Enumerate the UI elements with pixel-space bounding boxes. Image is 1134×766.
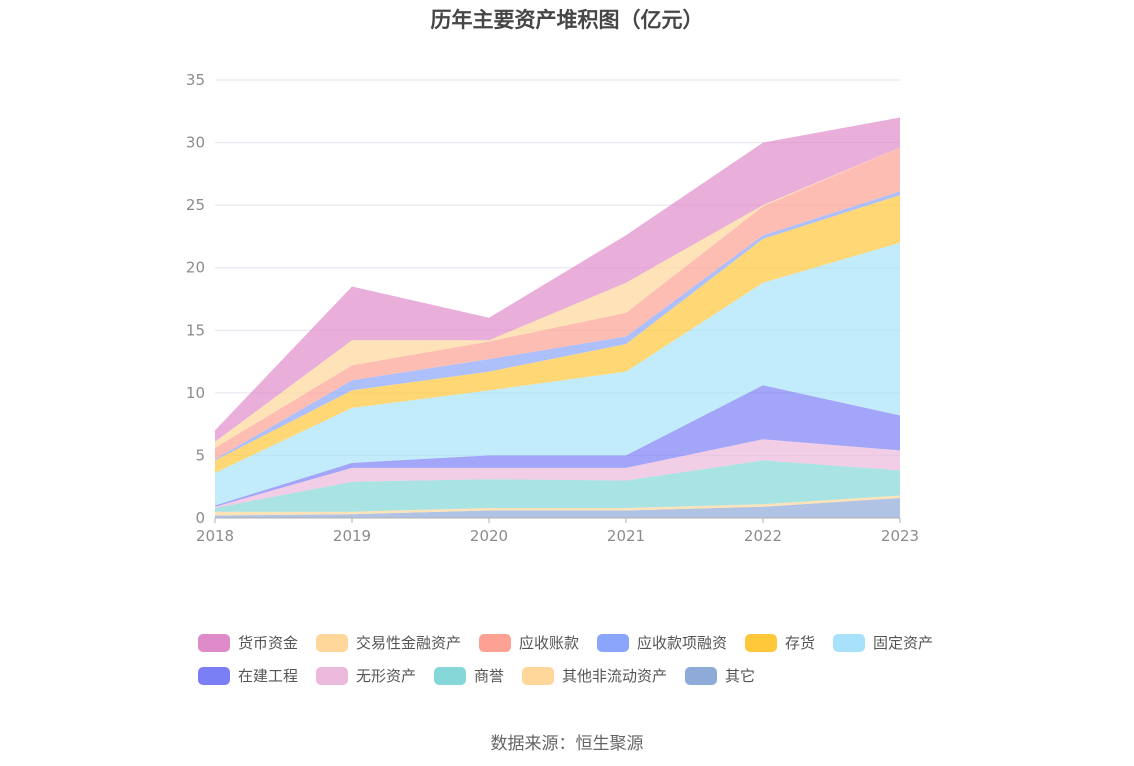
legend-swatch	[198, 634, 230, 652]
legend-label: 其它	[725, 667, 755, 685]
y-tick-label: 25	[186, 196, 205, 214]
area-series-1	[215, 495, 900, 516]
legend-swatch	[522, 667, 554, 685]
y-tick-label: 30	[186, 134, 205, 152]
legend-label: 其他非流动资产	[562, 667, 667, 685]
x-tick-label: 2019	[333, 527, 371, 545]
legend-label: 存货	[785, 634, 815, 652]
data-source-note: 数据来源：恒生聚源	[490, 734, 644, 754]
legend-swatch	[198, 667, 230, 685]
legend-label: 商誉	[474, 667, 504, 685]
y-tick-label: 5	[195, 446, 205, 464]
legend-label: 固定资产	[873, 634, 933, 652]
legend-swatch	[316, 667, 348, 685]
x-tick-label: 2022	[744, 527, 782, 545]
legend-label: 在建工程	[238, 667, 298, 685]
area-series-3	[215, 439, 900, 508]
legend-label: 无形资产	[356, 667, 416, 685]
x-tick-label: 2023	[881, 527, 919, 545]
area-series-8	[215, 147, 900, 460]
area-series-6	[215, 195, 900, 473]
x-tick-label: 2018	[196, 527, 234, 545]
legend-swatch	[745, 634, 777, 652]
legend-swatch	[316, 634, 348, 652]
y-tick-label: 0	[195, 509, 205, 527]
legend-swatch	[597, 634, 629, 652]
x-tick-label: 2021	[607, 527, 645, 545]
area-series-4	[215, 385, 900, 507]
legend-swatch	[833, 634, 865, 652]
chart-title: 历年主要资产堆积图（亿元）	[430, 8, 704, 32]
area-series-10	[215, 117, 900, 442]
y-tick-label: 35	[186, 71, 205, 89]
legend-label: 货币资金	[238, 634, 298, 652]
area-series-5	[215, 242, 900, 506]
legend-swatch	[434, 667, 466, 685]
y-tick-label: 10	[186, 384, 205, 402]
y-tick-label: 20	[186, 259, 205, 277]
axes: 0 5 10 15 20 25 30 35 2018 2019 2020 2021 2022 2023	[186, 71, 919, 545]
x-tick-label: 2020	[470, 527, 508, 545]
legend-label: 交易性金融资产	[356, 634, 461, 652]
legend-swatch	[479, 634, 511, 652]
area-series-2	[215, 460, 900, 512]
y-tick-label: 15	[186, 321, 205, 339]
legend-swatch	[685, 667, 717, 685]
area-series-0	[215, 498, 900, 518]
legend-label: 应收款项融资	[637, 634, 727, 652]
legend-label: 应收账款	[519, 634, 579, 652]
area-series	[215, 117, 900, 518]
